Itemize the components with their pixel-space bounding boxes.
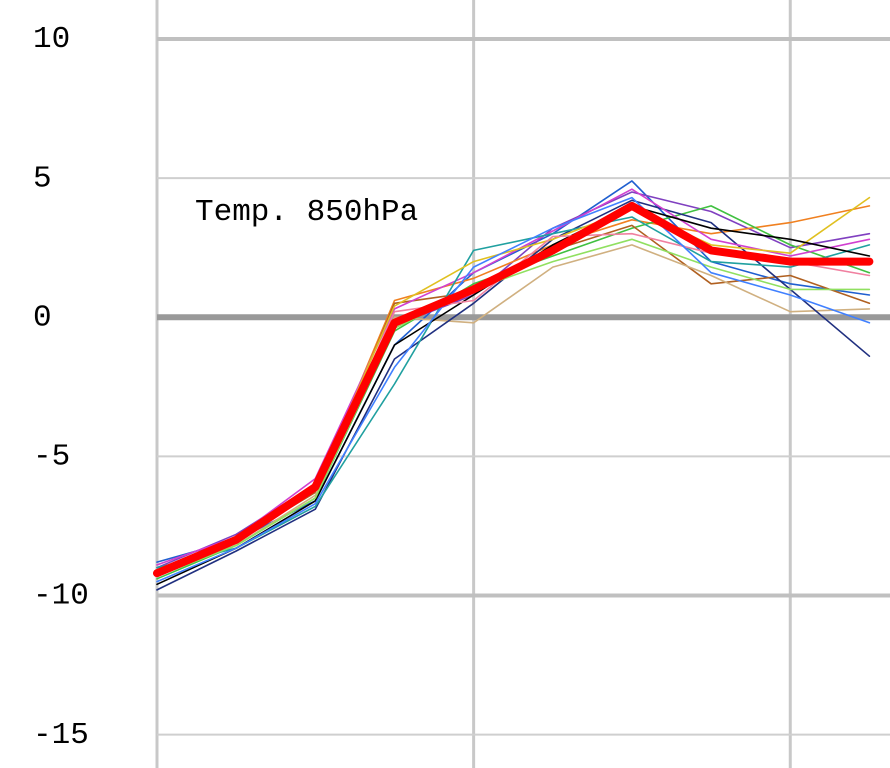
grid bbox=[155, 0, 890, 768]
member-line bbox=[156, 196, 871, 583]
member-line bbox=[156, 188, 871, 566]
member-line bbox=[156, 244, 871, 577]
member-line bbox=[156, 238, 871, 577]
y-tick-label: 5 bbox=[33, 161, 52, 196]
y-tick-label: -5 bbox=[33, 440, 70, 475]
y-tick-label: -10 bbox=[33, 579, 89, 614]
mean-line bbox=[153, 201, 874, 578]
annotation: Temp. 850hPa bbox=[195, 195, 418, 230]
member-line bbox=[156, 216, 871, 569]
lines bbox=[153, 180, 874, 591]
member-line bbox=[156, 180, 871, 563]
y-tick-label: 0 bbox=[33, 300, 52, 335]
y-tick-label: -15 bbox=[33, 718, 89, 753]
y-tick-label: 10 bbox=[33, 22, 70, 57]
